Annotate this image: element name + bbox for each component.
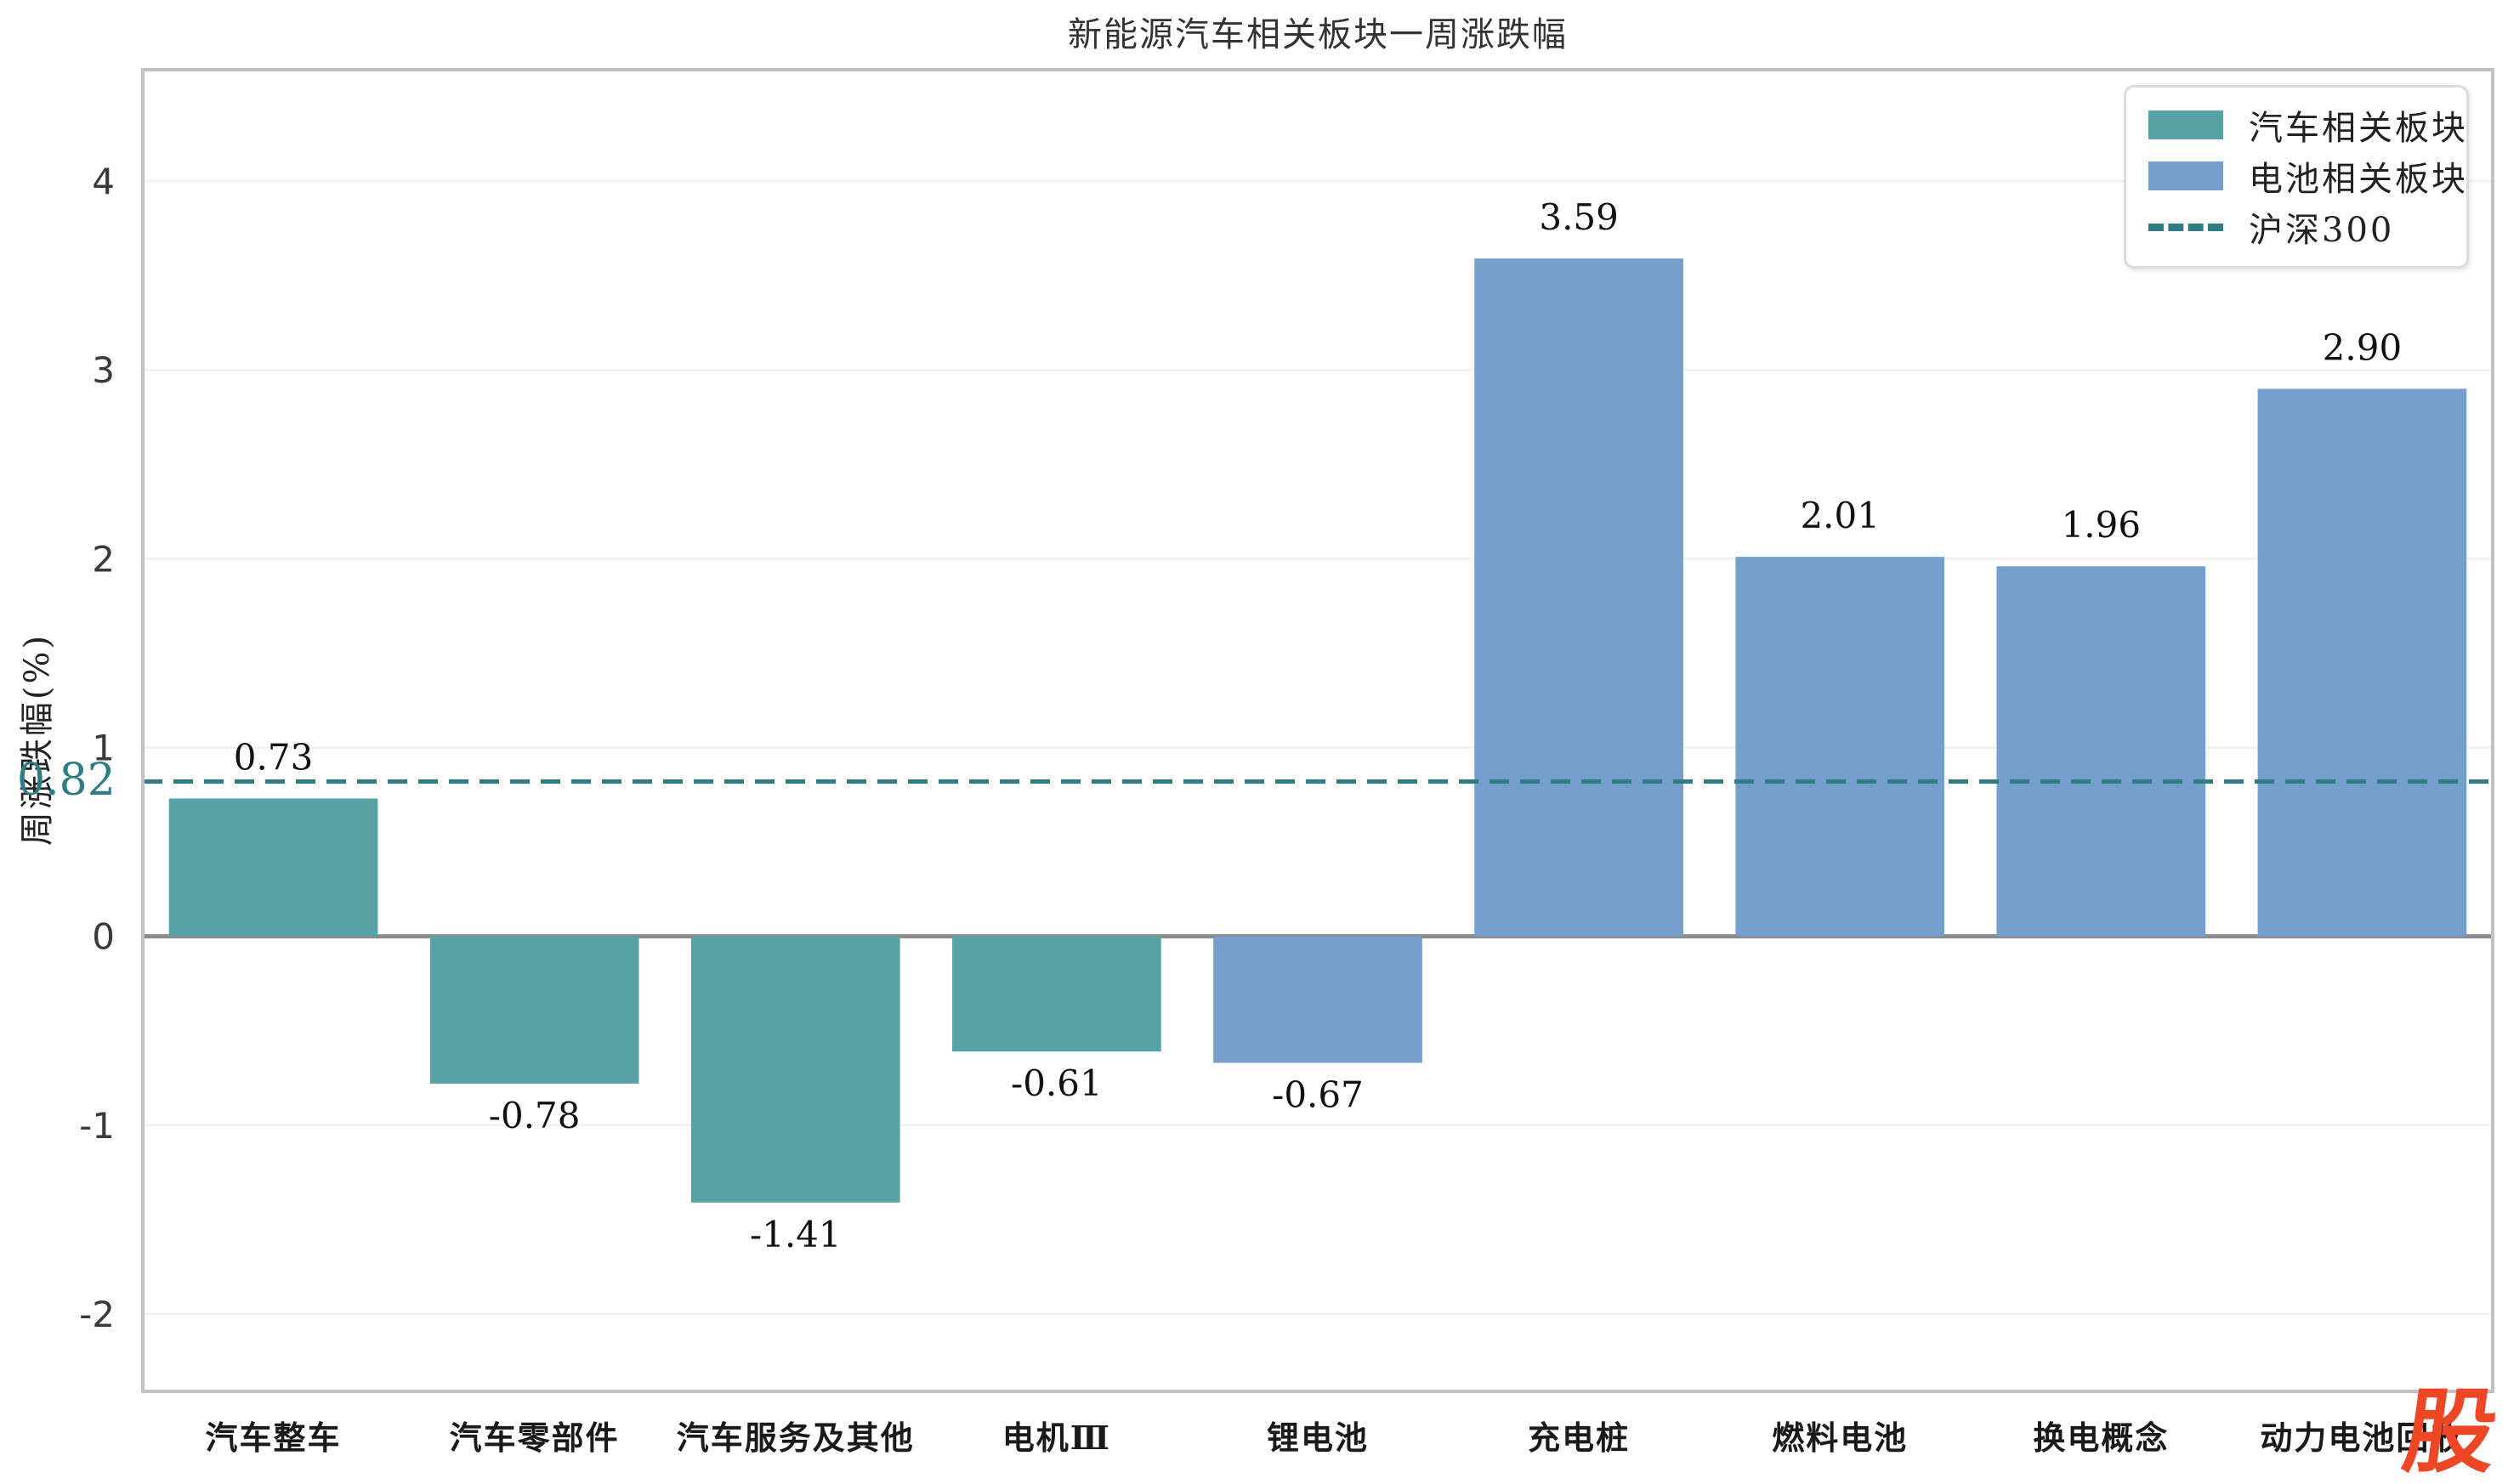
bar (690, 936, 900, 1203)
x-tick-label: 充电桩 (1528, 1419, 1630, 1457)
legend-item: 沪深300 (2126, 201, 2466, 252)
bar-value-label: -0.78 (489, 1095, 581, 1136)
y-tick-label: 1 (92, 727, 115, 768)
legend-dashed-line-swatch (2148, 223, 2223, 231)
x-tick-label: 汽车整车 (206, 1419, 342, 1457)
bar (1474, 258, 1683, 937)
legend-item: 汽车相关板块 (2126, 99, 2466, 150)
y-tick-label: 3 (92, 349, 115, 391)
bar (1996, 566, 2206, 937)
legend-patch-swatch (2148, 161, 2223, 190)
bar (1213, 936, 1422, 1063)
bar-value-label: 3.59 (1539, 196, 1619, 238)
bar (429, 936, 639, 1084)
x-tick-label: 汽车服务及其他 (677, 1419, 915, 1457)
plot-border (141, 68, 2494, 1393)
x-tick-label: 换电概念 (2033, 1419, 2169, 1457)
bar-value-label: -0.61 (1011, 1062, 1103, 1104)
bar (952, 936, 1161, 1052)
bar (1735, 557, 1945, 937)
legend-item-label: 电池相关板块 (2249, 160, 2468, 199)
y-tick-label: -1 (79, 1105, 115, 1147)
x-tick-label: 锂电池 (1267, 1419, 1369, 1457)
x-tick-label: 动力电池回收 (2260, 1419, 2464, 1457)
bar-value-label: -1.41 (750, 1214, 842, 1255)
y-tick-label: 2 (92, 538, 115, 580)
bar-value-label: -0.67 (1272, 1073, 1364, 1115)
legend-item: 电池相关板块 (2126, 150, 2466, 201)
legend-patch-swatch (2148, 110, 2223, 139)
x-tick-label: 电机Ⅲ (1002, 1419, 1111, 1457)
x-tick-label: 燃料电池 (1772, 1419, 1908, 1457)
bar-value-label: 2.01 (1800, 495, 1880, 536)
legend-item-label: 沪深300 (2249, 211, 2395, 250)
benchmark-value-label: 0.82 (17, 754, 116, 806)
y-tick-label: -2 (79, 1294, 115, 1335)
x-tick-label: 汽车零部件 (450, 1419, 620, 1457)
bar-value-label: 2.90 (2323, 326, 2403, 368)
y-tick-label: 4 (92, 161, 115, 202)
legend: 汽车相关板块 电池相关板块 沪深300 (2124, 85, 2469, 269)
watermark-text: 股 (2397, 1379, 2504, 1484)
chart-title: 新能源汽车相关板块一周涨跌幅 (1068, 15, 1568, 54)
bar-value-label: 0.73 (234, 736, 314, 778)
bar (168, 798, 378, 937)
legend-item-label: 汽车相关板块 (2249, 109, 2468, 148)
bar (2257, 388, 2467, 937)
bar-value-label: 1.96 (2062, 504, 2142, 546)
y-tick-label: 0 (92, 916, 115, 958)
